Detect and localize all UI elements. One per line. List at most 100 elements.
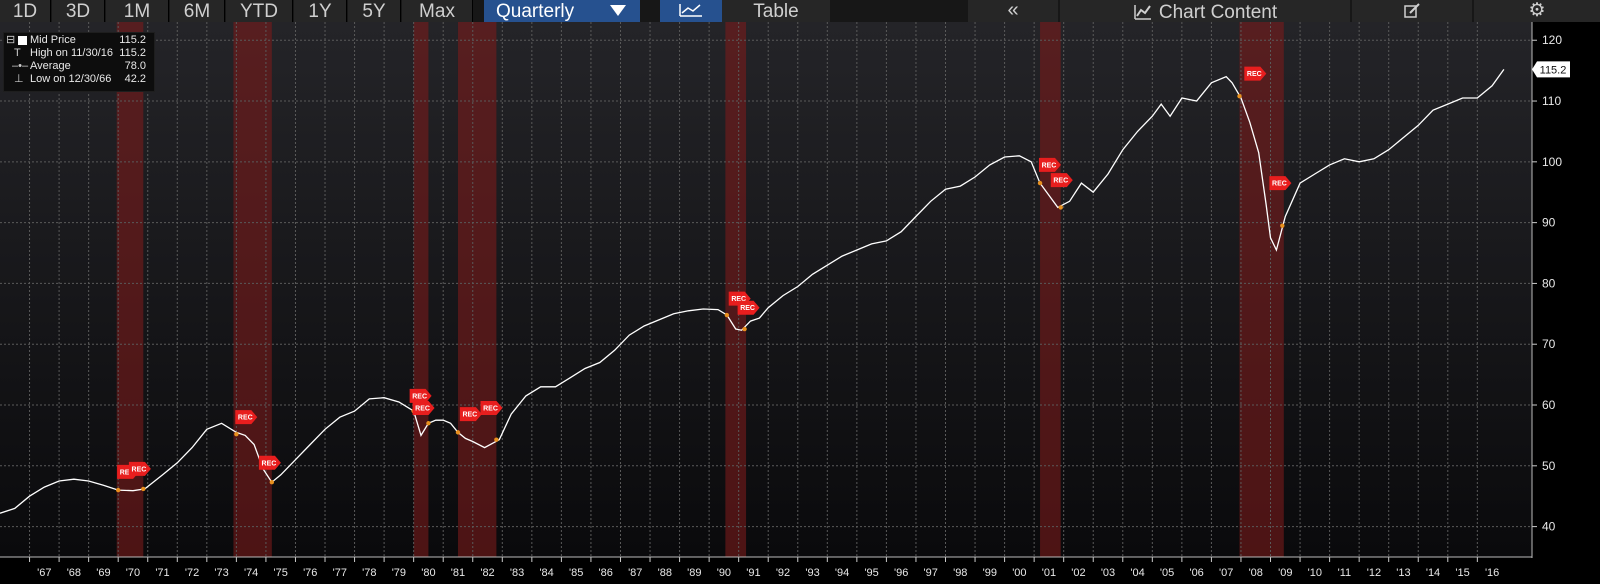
range-button-max[interactable]: Max — [402, 0, 473, 22]
rec-flag-shape — [235, 410, 258, 425]
frequency-dropdown[interactable]: Quarterly — [484, 0, 640, 22]
x-tick-label: '68 — [67, 567, 81, 579]
legend-value: 78.0 — [124, 60, 146, 72]
chart-legend: ⊟ Mid Price 115.2 T High on 11/30/16 115… — [3, 32, 155, 92]
y-tick-label: 70 — [1542, 337, 1556, 351]
legend-row-high[interactable]: T High on 11/30/16 115.2 — [6, 47, 152, 60]
y-tick-label: 80 — [1542, 276, 1556, 290]
rec-flag[interactable]: REC — [258, 455, 281, 470]
rec-flag-shape — [1038, 157, 1061, 172]
range-button-1y[interactable]: 1Y — [294, 0, 347, 22]
x-tick-label: '85 — [569, 567, 583, 579]
rec-flag-shape — [128, 461, 151, 476]
rec-flag-label: REC — [731, 296, 746, 303]
recession-marker — [1037, 180, 1043, 186]
collapse-square-icon: ⊟ — [6, 34, 16, 46]
double-chevron-left-icon: « — [1007, 0, 1019, 21]
y-tick-label: 120 — [1542, 33, 1562, 47]
table-button[interactable]: Table — [722, 0, 830, 22]
edit-button[interactable] — [1352, 0, 1472, 22]
x-tick-label: '07 — [1219, 567, 1233, 579]
x-tick-label: '70 — [126, 567, 140, 579]
range-button-ytd[interactable]: YTD — [226, 0, 293, 22]
line-chart-button[interactable] — [660, 0, 722, 22]
rec-flag[interactable]: REC — [728, 291, 751, 306]
x-tick-label: '13 — [1396, 567, 1410, 579]
range-button-1d[interactable]: 1D — [0, 0, 51, 22]
range-button-3d[interactable]: 3D — [52, 0, 105, 22]
rec-flag[interactable]: REC — [737, 300, 760, 315]
rec-flag[interactable]: REC — [117, 464, 140, 479]
y-tick-label: 110 — [1542, 94, 1561, 108]
x-tick-label: '69 — [96, 567, 110, 579]
chart-content-label: Chart Content — [1158, 2, 1278, 23]
rec-flag[interactable]: REC — [480, 401, 503, 416]
chart-content-button[interactable]: Chart Content — [1060, 0, 1350, 23]
annotate-tool[interactable]: ∠ Annotate — [736, 23, 793, 39]
collapse-button[interactable]: « — [968, 0, 1058, 22]
recession-band — [1239, 22, 1284, 557]
x-tick-label: '12 — [1367, 567, 1381, 579]
news-label: News — [814, 25, 842, 37]
x-tick-label: '71 — [155, 567, 169, 579]
recession-band — [1040, 22, 1061, 557]
x-tick-label: '78 — [362, 567, 376, 579]
rec-flag[interactable]: REC — [1038, 157, 1061, 172]
y-tick-label: 40 — [1542, 520, 1556, 534]
last-value-label: 115.2 — [1540, 64, 1567, 76]
rec-flag[interactable]: REC — [1244, 66, 1267, 81]
zoom-tool[interactable]: ⌕ Zoom — [858, 23, 895, 39]
rec-flag-shape — [258, 455, 281, 470]
legend-row-average[interactable]: –•– Average 78.0 — [6, 60, 152, 73]
rec-flag-label: REC — [120, 469, 135, 476]
recession-marker — [269, 480, 275, 485]
x-tick-label: '92 — [776, 567, 790, 579]
legend-row-mid-price[interactable]: ⊟ Mid Price 115.2 — [6, 34, 152, 47]
x-tick-label: '77 — [333, 567, 347, 579]
legend-label: Low on 12/30/66 — [30, 73, 112, 85]
recession-marker — [426, 421, 431, 426]
rec-flag[interactable]: REC — [459, 407, 482, 422]
rec-flag[interactable]: REC — [409, 388, 432, 403]
recession-marker — [1280, 223, 1285, 228]
series-swatch — [18, 36, 27, 45]
rec-flag[interactable]: REC — [1050, 173, 1073, 188]
recession-marker — [494, 437, 499, 442]
track-tool[interactable]: ✛ Track — [686, 23, 725, 39]
edit-icon — [1404, 3, 1420, 18]
range-button-5y[interactable]: 5Y — [348, 0, 401, 22]
crosshair-icon: ✛ — [686, 25, 696, 37]
recession-marker — [234, 431, 239, 437]
rec-flag-shape — [737, 300, 760, 315]
rec-flag-label: REC — [483, 406, 498, 413]
x-tick-label: '04 — [1130, 567, 1144, 579]
y-tick-label: 50 — [1542, 459, 1556, 473]
high-marker-icon: T — [14, 47, 21, 59]
recession-band — [725, 22, 747, 557]
x-tick-label: '80 — [421, 567, 435, 579]
range-button-6m[interactable]: 6M — [170, 0, 225, 22]
rec-flag-label: REC — [740, 305, 755, 312]
news-tool[interactable]: ≡ News — [805, 23, 842, 39]
y-tick-label: 90 — [1542, 216, 1556, 230]
rec-flag-label: REC — [412, 393, 427, 400]
rec-flag[interactable]: REC — [412, 401, 435, 416]
track-label: Track — [698, 25, 726, 37]
average-marker-icon: –•– — [12, 60, 29, 72]
rec-flag[interactable]: REC — [1269, 176, 1292, 191]
x-tick-label: '15 — [1455, 567, 1469, 579]
legend-row-low[interactable]: ⊥ Low on 12/30/66 42.2 — [6, 73, 152, 86]
x-tick-label: '90 — [717, 567, 731, 579]
rec-flag[interactable]: REC — [235, 410, 258, 425]
x-tick-label: '75 — [274, 567, 288, 579]
rec-flag-shape — [480, 401, 503, 416]
y-tick-label: 60 — [1542, 398, 1556, 412]
rec-flag-shape — [412, 401, 435, 416]
y-tick-label: 100 — [1542, 155, 1562, 169]
settings-button[interactable]: ⚙ — [1474, 0, 1600, 22]
rec-flag-shape — [117, 464, 140, 479]
x-tick-label: '88 — [658, 567, 672, 579]
range-button-1m[interactable]: 1M — [106, 0, 169, 22]
rec-flag[interactable]: REC — [128, 461, 151, 476]
